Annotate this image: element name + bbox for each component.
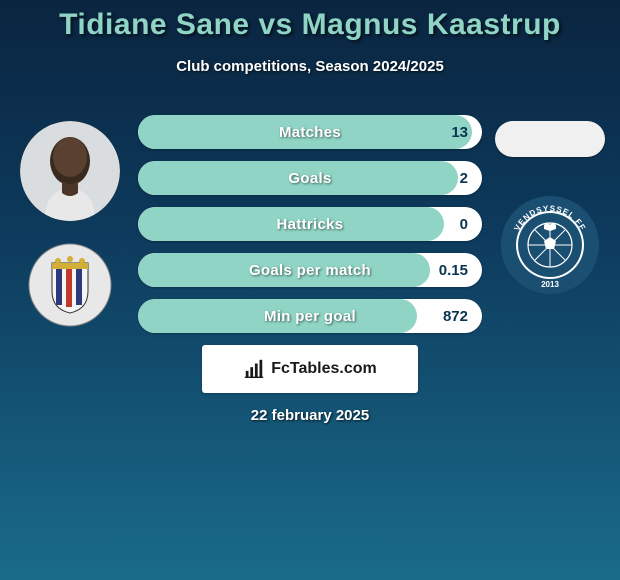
stat-row: Matches13 [138,115,482,149]
comparison-card: VENDSYSSEL FF 2013 Matches13 Goals2 Hattri… [0,103,620,424]
stats-list: Matches13 Goals2 Hattricks0 Goals per match… [138,103,482,333]
player-right-photo-placeholder [495,121,605,157]
stat-label: Hattricks [138,207,482,241]
player-left-column [10,121,130,327]
stat-value-right: 13 [451,115,468,149]
player-right-column: VENDSYSSEL FF 2013 [490,121,610,295]
stat-row: Hattricks0 [138,207,482,241]
site-logo: FcTables.com [202,345,418,393]
stat-value-right: 872 [443,299,468,333]
stat-label: Goals [138,161,482,195]
stat-value-right: 0 [460,207,468,241]
club-badge-right: VENDSYSSEL FF 2013 [500,195,600,295]
date-text: 22 february 2025 [0,407,620,424]
club-badge-left [28,243,112,327]
site-logo-text: FcTables.com [271,360,377,378]
stat-label: Min per goal [138,299,482,333]
stat-row: Goals2 [138,161,482,195]
stat-label: Matches [138,115,482,149]
stat-value-right: 2 [460,161,468,195]
page-title: Tidiane Sane vs Magnus Kaastrup [0,0,620,42]
bar-chart-icon [243,358,265,380]
badge-right-year: 2013 [541,280,559,289]
stat-row: Min per goal872 [138,299,482,333]
subtitle: Club competitions, Season 2024/2025 [0,58,620,75]
stat-value-right: 0.15 [439,253,468,287]
stat-label: Goals per match [138,253,482,287]
player-left-photo [20,121,120,221]
stat-row: Goals per match0.15 [138,253,482,287]
